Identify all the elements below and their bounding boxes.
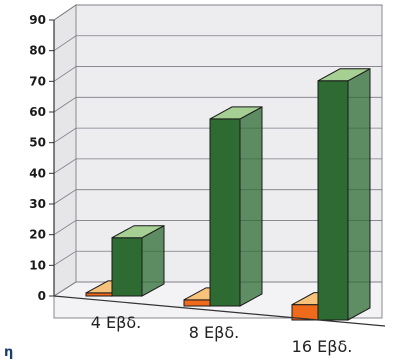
bar-front (209, 118, 241, 307)
y-tick-label: 70 (29, 74, 46, 88)
bar (111, 224, 165, 297)
gridline (53, 127, 382, 144)
gridline (53, 250, 382, 266)
y-tick-label: 10 (29, 258, 46, 272)
bar-top (111, 225, 165, 239)
bar-side (239, 106, 263, 307)
x-tick-label: 16 Εβδ. (292, 337, 353, 356)
gridline (53, 4, 382, 21)
x-tick-label: 8 Εβδ. (189, 323, 239, 342)
x-axis: 4 Εβδ. 8 Εβδ. 16 Εβδ. (53, 295, 386, 356)
bar (317, 67, 371, 321)
y-tick-label: 0 (38, 289, 46, 303)
y-tick-label: 50 (29, 136, 46, 150)
bars (85, 67, 371, 321)
bar (209, 106, 263, 307)
gridline (53, 96, 382, 113)
x-axis-line (53, 295, 386, 327)
gridlines (53, 4, 382, 297)
y-tick-label: 90 (29, 13, 46, 27)
gridline (53, 220, 382, 236)
x-tick-label: 4 Εβδ. (91, 313, 141, 332)
y-tick-label: 60 (29, 105, 46, 119)
bar-front (183, 299, 211, 307)
bar-front (111, 237, 143, 297)
bar-top (209, 106, 263, 120)
y-tick-label: 40 (29, 166, 46, 180)
y-axis: 0 10 20 30 40 50 60 70 80 90 (29, 13, 55, 303)
bar-front (317, 80, 349, 321)
corner-fragment-text: η (4, 345, 13, 360)
y-tick-label: 30 (29, 197, 46, 211)
gridline (53, 281, 382, 297)
gridline (53, 189, 382, 205)
y-tick-label: 20 (29, 228, 46, 242)
gridline (53, 158, 382, 174)
bar-side (347, 67, 371, 321)
y-tick-label: 80 (29, 44, 46, 58)
gridline (53, 35, 382, 51)
bar-top (317, 68, 371, 82)
gridline (53, 66, 382, 82)
